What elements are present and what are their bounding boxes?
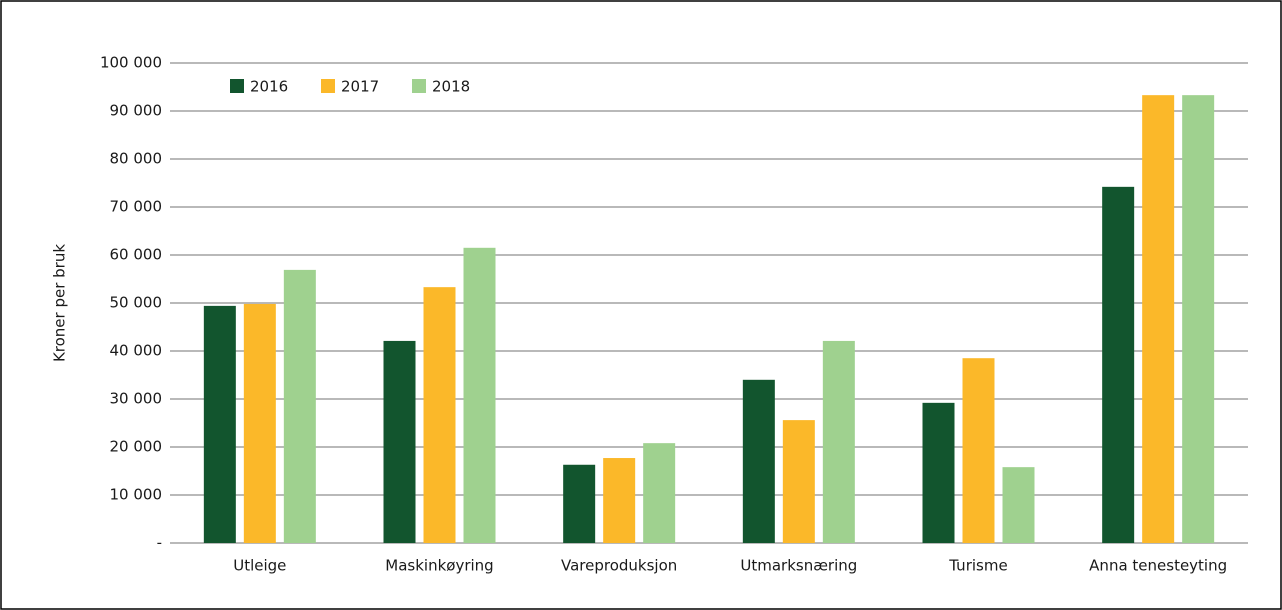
x-tick-label: Utmarksnæring xyxy=(740,557,857,575)
y-tick-label: 60 000 xyxy=(110,246,163,264)
x-tick-label: Turisme xyxy=(948,557,1007,575)
bar xyxy=(1142,95,1175,543)
y-tick-label: 30 000 xyxy=(110,390,163,408)
x-tick-label: Maskinkøyring xyxy=(385,557,493,575)
bar xyxy=(643,443,676,543)
legend-swatch xyxy=(230,79,244,93)
legend-swatch xyxy=(412,79,426,93)
bar xyxy=(1102,186,1135,543)
y-tick-label: 40 000 xyxy=(110,342,163,360)
bar xyxy=(1002,467,1035,543)
bar xyxy=(563,464,596,543)
y-tick-label: 70 000 xyxy=(110,198,163,216)
bar xyxy=(383,340,416,543)
bar xyxy=(423,287,456,543)
bar xyxy=(822,340,855,543)
bar xyxy=(782,420,815,543)
x-tick-label: Anna tenesteyting xyxy=(1089,557,1227,575)
legend-swatch xyxy=(321,79,335,93)
bar xyxy=(603,458,636,543)
bar xyxy=(922,402,955,543)
x-tick-label: Vareproduksjon xyxy=(561,557,677,575)
bar xyxy=(962,358,995,543)
bar xyxy=(243,303,276,543)
bar xyxy=(742,379,775,543)
legend-label: 2017 xyxy=(341,78,379,96)
legend-label: 2016 xyxy=(250,78,288,96)
bar xyxy=(283,269,316,543)
y-tick-label: 20 000 xyxy=(110,438,163,456)
legend-label: 2018 xyxy=(432,78,470,96)
bar xyxy=(463,247,496,544)
bar xyxy=(203,305,236,543)
y-tick-label: 80 000 xyxy=(110,150,163,168)
bar xyxy=(1182,95,1215,543)
y-axis-label: Kroner per bruk xyxy=(51,244,69,362)
y-tick-label: 50 000 xyxy=(110,294,163,312)
y-tick-label: 90 000 xyxy=(110,102,163,120)
x-tick-label: Utleige xyxy=(233,557,286,575)
y-tick-label: - xyxy=(157,534,162,552)
y-tick-label: 100 000 xyxy=(100,54,162,72)
y-tick-label: 10 000 xyxy=(110,486,163,504)
